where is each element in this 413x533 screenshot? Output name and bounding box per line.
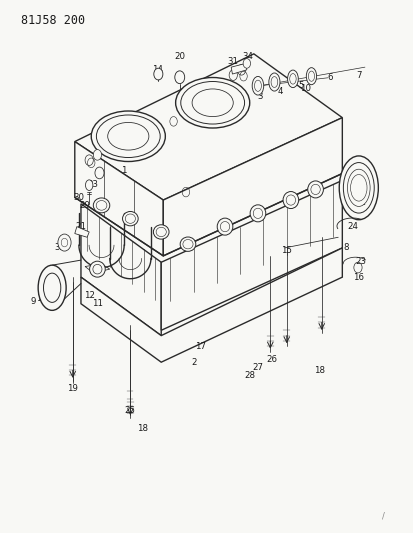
Ellipse shape [95,167,104,179]
Text: 12: 12 [84,291,95,300]
Ellipse shape [347,169,370,206]
Text: 9: 9 [31,296,36,305]
Circle shape [237,64,246,75]
Text: 4: 4 [278,86,283,95]
Ellipse shape [123,212,138,226]
Text: 6: 6 [327,73,333,82]
Text: 1: 1 [121,166,127,175]
Ellipse shape [252,76,264,95]
Text: 18: 18 [137,424,148,433]
Circle shape [85,155,93,165]
Text: 31: 31 [228,58,239,66]
Text: 13: 13 [36,294,47,303]
Text: 22: 22 [355,198,366,207]
Text: 20: 20 [174,52,185,61]
Ellipse shape [217,218,233,235]
Text: 23: 23 [355,257,366,265]
Text: 24: 24 [347,222,358,231]
Text: 30: 30 [74,193,84,202]
Ellipse shape [339,156,378,220]
Polygon shape [163,118,342,256]
Text: 14: 14 [152,66,163,74]
Ellipse shape [308,181,323,198]
Text: 10: 10 [300,84,311,93]
Text: 34: 34 [242,52,253,61]
Ellipse shape [90,261,105,277]
Circle shape [243,59,251,68]
Circle shape [58,234,71,251]
Text: 29: 29 [80,201,90,210]
Text: 3: 3 [257,92,263,101]
Text: 11: 11 [92,299,103,308]
Text: 26: 26 [267,355,278,364]
Polygon shape [161,180,342,330]
Polygon shape [231,63,247,74]
Circle shape [93,150,102,160]
Text: 18: 18 [314,366,325,375]
Circle shape [175,71,185,84]
Text: 2: 2 [191,358,197,367]
Text: 28: 28 [244,371,255,380]
Text: 5: 5 [299,81,304,90]
Ellipse shape [93,198,110,213]
Ellipse shape [180,237,196,252]
Polygon shape [75,142,163,256]
Ellipse shape [85,180,93,190]
Ellipse shape [306,68,317,85]
Text: 21: 21 [76,222,86,231]
Text: /: / [382,512,385,521]
Polygon shape [81,204,161,336]
Text: 81J58 200: 81J58 200 [21,14,85,27]
Ellipse shape [176,77,250,128]
Circle shape [154,68,163,80]
Text: 33: 33 [88,180,99,189]
Text: 15: 15 [281,246,292,255]
Text: 17: 17 [195,342,206,351]
Text: 16: 16 [353,273,364,281]
Polygon shape [81,248,342,362]
Ellipse shape [269,73,280,91]
Polygon shape [75,54,342,200]
Ellipse shape [38,265,66,310]
Polygon shape [85,264,110,273]
Circle shape [229,70,237,80]
Text: 19: 19 [67,384,78,393]
Ellipse shape [283,191,299,208]
Text: 32: 32 [55,244,66,253]
Text: 25: 25 [125,406,136,415]
Ellipse shape [91,111,165,161]
Text: 27: 27 [252,363,263,372]
Text: 8: 8 [344,244,349,253]
Text: 7: 7 [356,70,361,79]
Polygon shape [75,227,89,237]
Ellipse shape [287,70,298,87]
Ellipse shape [250,205,266,222]
Ellipse shape [153,225,169,239]
